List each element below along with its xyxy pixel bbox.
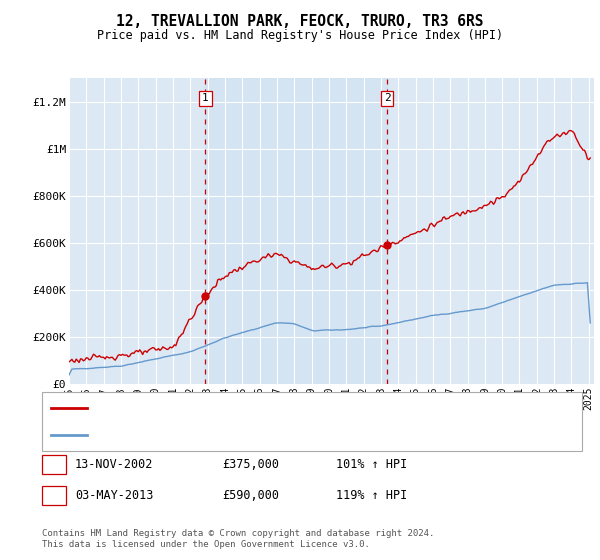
Text: 03-MAY-2013: 03-MAY-2013 [75,489,154,502]
Text: £375,000: £375,000 [222,458,279,472]
Text: £590,000: £590,000 [222,489,279,502]
Text: Price paid vs. HM Land Registry's House Price Index (HPI): Price paid vs. HM Land Registry's House … [97,29,503,42]
Text: 101% ↑ HPI: 101% ↑ HPI [336,458,407,472]
Text: 13-NOV-2002: 13-NOV-2002 [75,458,154,472]
Text: 12, TREVALLION PARK, FEOCK, TRURO, TR3 6RS: 12, TREVALLION PARK, FEOCK, TRURO, TR3 6… [116,14,484,29]
Bar [205,78,387,384]
Text: 12, TREVALLION PARK, FEOCK, TRURO, TR3 6RS (detached house): 12, TREVALLION PARK, FEOCK, TRURO, TR3 6… [93,403,462,413]
Text: 119% ↑ HPI: 119% ↑ HPI [336,489,407,502]
Text: Contains HM Land Registry data © Crown copyright and database right 2024.
This d: Contains HM Land Registry data © Crown c… [42,529,434,549]
Text: 1: 1 [50,458,58,472]
Text: HPI: Average price, detached house, Cornwall: HPI: Average price, detached house, Corn… [93,430,368,440]
Text: 2: 2 [384,94,391,104]
Text: 2: 2 [50,489,58,502]
Text: 1: 1 [202,94,209,104]
